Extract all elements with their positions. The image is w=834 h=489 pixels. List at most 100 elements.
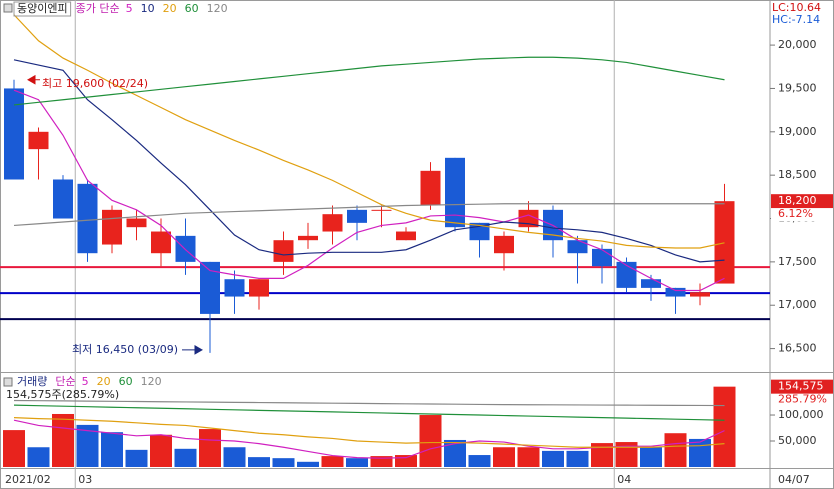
candle-body — [151, 231, 171, 254]
legend-entry: 120 — [207, 2, 228, 15]
legend-title: 거래량 — [17, 375, 47, 388]
x-tick-label: 04 — [617, 473, 631, 486]
ma-line — [13, 14, 725, 249]
candle-body — [371, 209, 392, 211]
y-tick-label: 17,500 — [778, 255, 817, 268]
hc-label: HC:-7.14 — [772, 13, 820, 26]
x-tick-label: 2021/02 — [5, 473, 51, 486]
volume-bar — [3, 430, 25, 467]
candle-body — [322, 214, 343, 232]
volume-bar — [542, 450, 564, 467]
volume-bar — [223, 447, 246, 467]
candle-body — [641, 279, 661, 288]
legend-entry: 20 — [97, 375, 111, 388]
volume-bar — [395, 455, 417, 467]
candle-body — [28, 131, 49, 150]
candle-body — [445, 157, 465, 228]
volume-bar — [444, 439, 466, 467]
volume-bar — [125, 449, 148, 467]
legend-method: 단순 — [55, 375, 75, 388]
candle-body — [494, 235, 514, 254]
volume-bar — [174, 448, 197, 467]
annotation: 최저 16,450 (03/09) — [72, 343, 178, 356]
change-label: 6.12% — [778, 207, 813, 220]
legend-entry: 5 — [126, 2, 133, 15]
volume-bar — [150, 434, 172, 467]
date-label: 04/07 — [778, 473, 810, 486]
last-volume-box — [771, 379, 833, 394]
volume-bar — [101, 432, 123, 467]
candle-body — [273, 240, 294, 262]
candle-body — [4, 88, 24, 180]
last-volume-label: 154,575 — [778, 380, 824, 393]
x-tick-label: 03 — [78, 473, 92, 486]
volume-bar — [468, 455, 491, 467]
volume-change-label: 285.79% — [778, 393, 827, 406]
volume-bar — [370, 456, 393, 467]
candle-body — [126, 218, 147, 228]
y-tick-label: 19,000 — [778, 125, 817, 138]
y-tick-label: 100,000 — [778, 408, 824, 421]
lc-label: LC:10.64 — [772, 1, 821, 14]
candle-body — [200, 261, 220, 314]
volume-bar — [591, 443, 613, 467]
volume-bar — [321, 456, 344, 467]
legend-title-box — [13, 1, 72, 17]
panel-icon — [3, 3, 13, 13]
volume-bar — [517, 447, 540, 467]
volume-bar — [248, 457, 270, 467]
candle-body — [567, 240, 588, 254]
legend-entry: 60 — [119, 375, 133, 388]
y-tick-label: 18,500 — [778, 168, 817, 181]
ma-line — [13, 56, 725, 106]
volume-bar — [199, 429, 221, 467]
legend-title: 동양이엔피 — [17, 2, 68, 15]
candle-body — [298, 235, 318, 241]
candle-body — [665, 287, 686, 297]
ma-line — [13, 404, 725, 421]
volume-bar — [615, 442, 638, 467]
ma-line — [13, 203, 725, 227]
candle-body — [396, 231, 416, 241]
volume-bar — [27, 447, 50, 467]
candle-body — [347, 209, 367, 223]
candle-body — [77, 183, 98, 254]
last-price-box — [771, 194, 833, 209]
ma-line — [13, 59, 725, 263]
volume-bar — [52, 413, 74, 467]
volume-bar — [419, 415, 442, 467]
volume-bar — [566, 450, 589, 467]
candle-body — [102, 209, 122, 245]
volume-bar — [297, 461, 319, 467]
legend-entry: 5 — [82, 375, 89, 388]
candle-body — [690, 292, 710, 297]
legend-entry: 20 — [163, 2, 177, 15]
volume-bar — [664, 433, 687, 467]
volume-bar — [76, 424, 99, 467]
annotation-arrow — [26, 74, 40, 85]
volume-bar — [689, 438, 711, 467]
candle-body — [175, 235, 196, 262]
change-bg — [771, 208, 833, 222]
volume-bar — [640, 447, 662, 467]
panel-icon — [3, 377, 13, 387]
ma-line — [13, 399, 725, 407]
volume-bar — [346, 458, 368, 467]
candle-body — [224, 279, 245, 297]
candle-body — [420, 170, 441, 206]
candle-body — [53, 179, 73, 219]
y-tick-label: 20,000 — [778, 38, 817, 51]
volume-subtitle: 154,575주(285.79%) — [6, 388, 119, 401]
volume-bar — [272, 458, 295, 467]
candle-body — [249, 279, 269, 297]
last-price-label: 18,200 — [778, 194, 817, 207]
candle-body — [592, 248, 612, 267]
legend-entry: 60 — [185, 2, 199, 15]
ma-line — [13, 89, 725, 292]
annotation: 최고 19,600 (02/24) — [42, 77, 148, 90]
y-tick-label: 50,000 — [778, 434, 817, 447]
volume-bar — [713, 386, 736, 467]
legend-method: 종가 단순 — [76, 2, 120, 15]
